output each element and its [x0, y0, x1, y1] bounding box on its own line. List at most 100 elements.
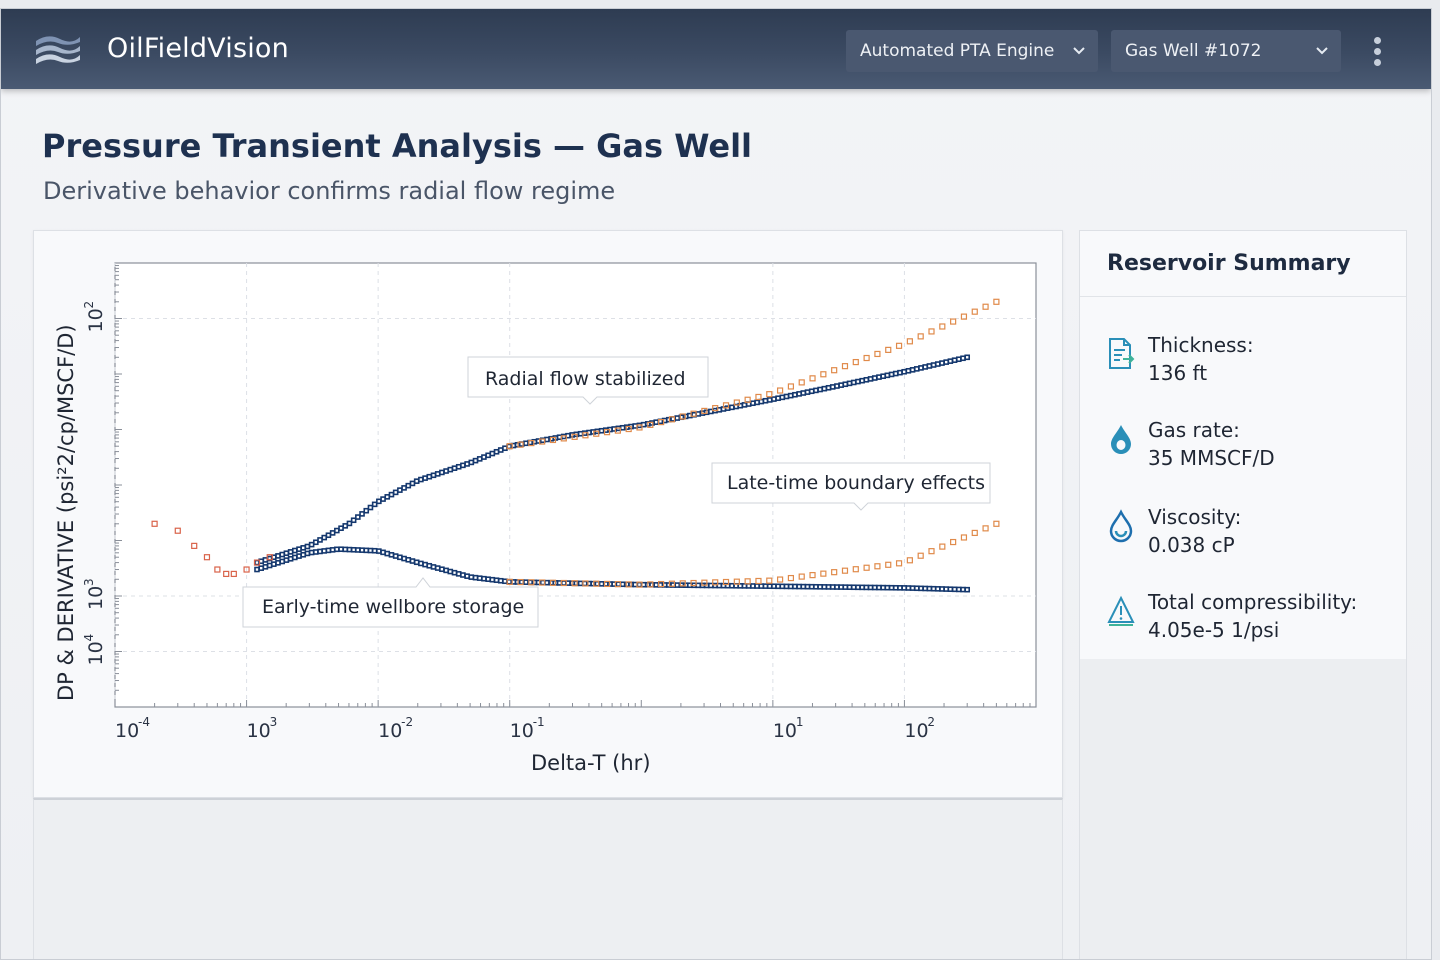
callout-late-time-text: Late-time boundary effects [727, 472, 985, 494]
data-point [964, 586, 971, 593]
data-point [371, 501, 378, 508]
data-point [701, 579, 708, 586]
chevron-down-icon [1073, 47, 1085, 55]
data-point [831, 367, 838, 374]
callout-radial-flow-text: Radial flow stabilized [485, 368, 686, 390]
data-point [658, 580, 665, 588]
data-point [528, 579, 535, 586]
data-point [560, 579, 567, 587]
data-point [906, 338, 913, 345]
data-point [593, 430, 600, 437]
data-point [636, 424, 643, 431]
data-point [809, 572, 816, 579]
data-point [744, 396, 751, 403]
x-tick-exponent: -4 [138, 715, 150, 729]
data-point [582, 432, 589, 439]
analysis-engine-dropdown[interactable]: Automated PTA Engine [846, 30, 1098, 72]
data-point [679, 580, 686, 587]
page-title: Pressure Transient Analysis — Gas Well [42, 127, 752, 165]
data-point [939, 323, 946, 330]
data-point [253, 559, 261, 566]
app-window: OilFieldVision Automated PTA Engine Gas … [0, 8, 1432, 960]
data-point [647, 421, 654, 428]
data-point [776, 576, 784, 583]
data-point [506, 578, 513, 585]
x-tick-label: 10-1 [510, 715, 545, 742]
x-tick-exponent: 3 [270, 715, 278, 729]
y-tick-exponent: 2 [82, 301, 96, 309]
warning-triangle-icon [1107, 595, 1135, 626]
data-point [733, 578, 740, 585]
data-point [766, 577, 773, 584]
data-point [863, 354, 870, 362]
more-options-kebab-icon[interactable] [1369, 37, 1385, 67]
brand-name[interactable]: OilFieldVision [107, 33, 289, 64]
x-tick-exponent: 2 [927, 715, 935, 729]
y-tick-exponent: 3 [82, 578, 96, 586]
data-point [668, 416, 676, 423]
well-selector-dropdown[interactable]: Gas Well #1072 [1111, 30, 1341, 72]
summary-item-label: Total compressibility: [1148, 590, 1358, 614]
data-point [960, 534, 968, 541]
data-point [950, 318, 957, 325]
y-axis-label: DP & DERIVATIVE (psi²2/cp/MSCF/D) [54, 324, 78, 701]
well-selector-dropdown-label: Gas Well #1072 [1125, 41, 1262, 61]
data-point [787, 574, 795, 582]
series-layer [151, 298, 1000, 593]
data-point [722, 402, 730, 409]
data-point [722, 578, 730, 586]
data-point [549, 579, 557, 586]
data-point [625, 581, 632, 588]
data-point [658, 418, 665, 426]
data-point [798, 573, 805, 580]
summary-item-label: Viscosity: [1148, 505, 1242, 529]
x-tick-label: 10-2 [378, 715, 413, 742]
series-4 [151, 520, 273, 578]
data-point [701, 407, 708, 415]
data-point [614, 581, 621, 588]
data-point [203, 554, 211, 561]
data-point [593, 580, 600, 587]
data-point [809, 375, 816, 382]
y-tick-label: 102 [82, 301, 107, 333]
data-point [647, 581, 654, 588]
data-point [852, 566, 859, 573]
data-point [614, 427, 621, 434]
x-tick-label: 102 [904, 715, 935, 742]
summary-item-value: 0.038 cP [1148, 533, 1235, 557]
data-point [266, 554, 273, 561]
data-point [712, 579, 719, 586]
data-point [820, 371, 827, 378]
reservoir-summary-content: Reservoir Summary Thickness: 136 ft [1080, 231, 1406, 659]
x-axis-ticks: 10-4 103 10-2 10-1 101 102 [115, 715, 935, 742]
data-point [841, 363, 849, 370]
y-tick-label: 104 [82, 634, 107, 666]
summary-item-value: 136 ft [1148, 361, 1208, 385]
x-tick-exponent: 1 [796, 715, 804, 729]
data-point [517, 441, 524, 448]
data-point [243, 566, 250, 573]
callout-early-time-text: Early-time wellbore storage [262, 596, 524, 618]
data-point [679, 413, 686, 420]
x-tick-base: 10 [510, 720, 534, 742]
callout-early-time: Early-time wellbore storage [242, 577, 539, 628]
y-tick-base: 10 [85, 641, 107, 665]
series-3 [506, 520, 1000, 588]
data-point [787, 383, 795, 390]
divider [1080, 296, 1406, 297]
analysis-engine-dropdown-label: Automated PTA Engine [860, 41, 1055, 61]
data-point [852, 358, 859, 366]
summary-item-label: Gas rate: [1148, 418, 1240, 442]
data-point [571, 433, 578, 440]
y-tick-label: 103 [82, 578, 107, 610]
y-tick-exponent: 4 [82, 634, 96, 642]
data-point [982, 303, 989, 310]
data-point [776, 387, 784, 394]
data-point [766, 391, 773, 398]
data-point [917, 552, 924, 559]
data-point [603, 580, 611, 588]
summary-item-value: 35 MMSCF/D [1148, 446, 1275, 470]
data-point [571, 580, 578, 587]
